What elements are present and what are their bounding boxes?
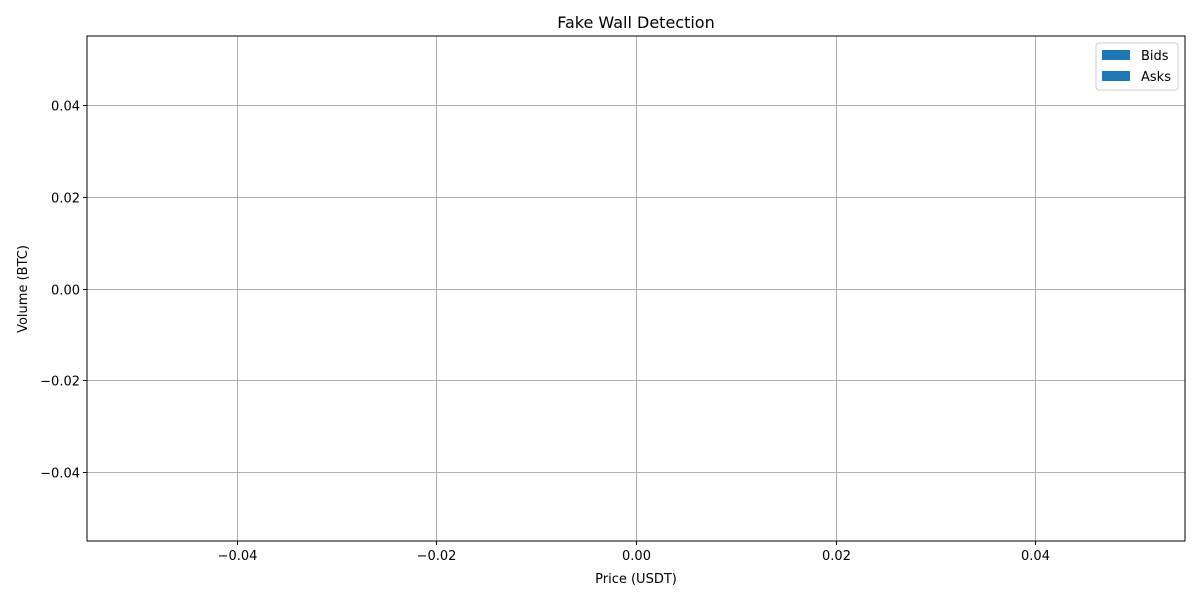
y-tick-label: −0.04 [40,467,80,482]
y-tick-label: 0.00 [51,284,80,299]
grid [87,36,1185,541]
x-axis-ticks: −0.04 −0.02 0.00 0.02 0.04 [218,541,1050,564]
y-axis-title: Volume (BTC) [16,245,31,333]
chart-title: Fake Wall Detection [557,13,714,32]
y-tick-label: −0.02 [40,375,80,390]
y-tick-label: 0.02 [51,192,80,207]
x-tick-label: −0.02 [417,549,457,564]
legend-swatch-asks [1102,71,1130,81]
x-tick-label: 0.04 [1021,549,1050,564]
y-tick-label: 0.04 [51,100,80,115]
x-tick-label: −0.04 [218,549,258,564]
x-axis-title: Price (USDT) [595,572,677,587]
x-tick-label: 0.00 [622,549,651,564]
legend: Bids Asks [1095,42,1179,91]
y-axis-ticks: −0.04 −0.02 0.00 0.02 0.04 [40,100,87,482]
legend-swatch-bids [1102,50,1130,60]
x-tick-label: 0.02 [822,549,851,564]
legend-label-bids: Bids [1141,49,1169,64]
legend-label-asks: Asks [1141,70,1171,85]
